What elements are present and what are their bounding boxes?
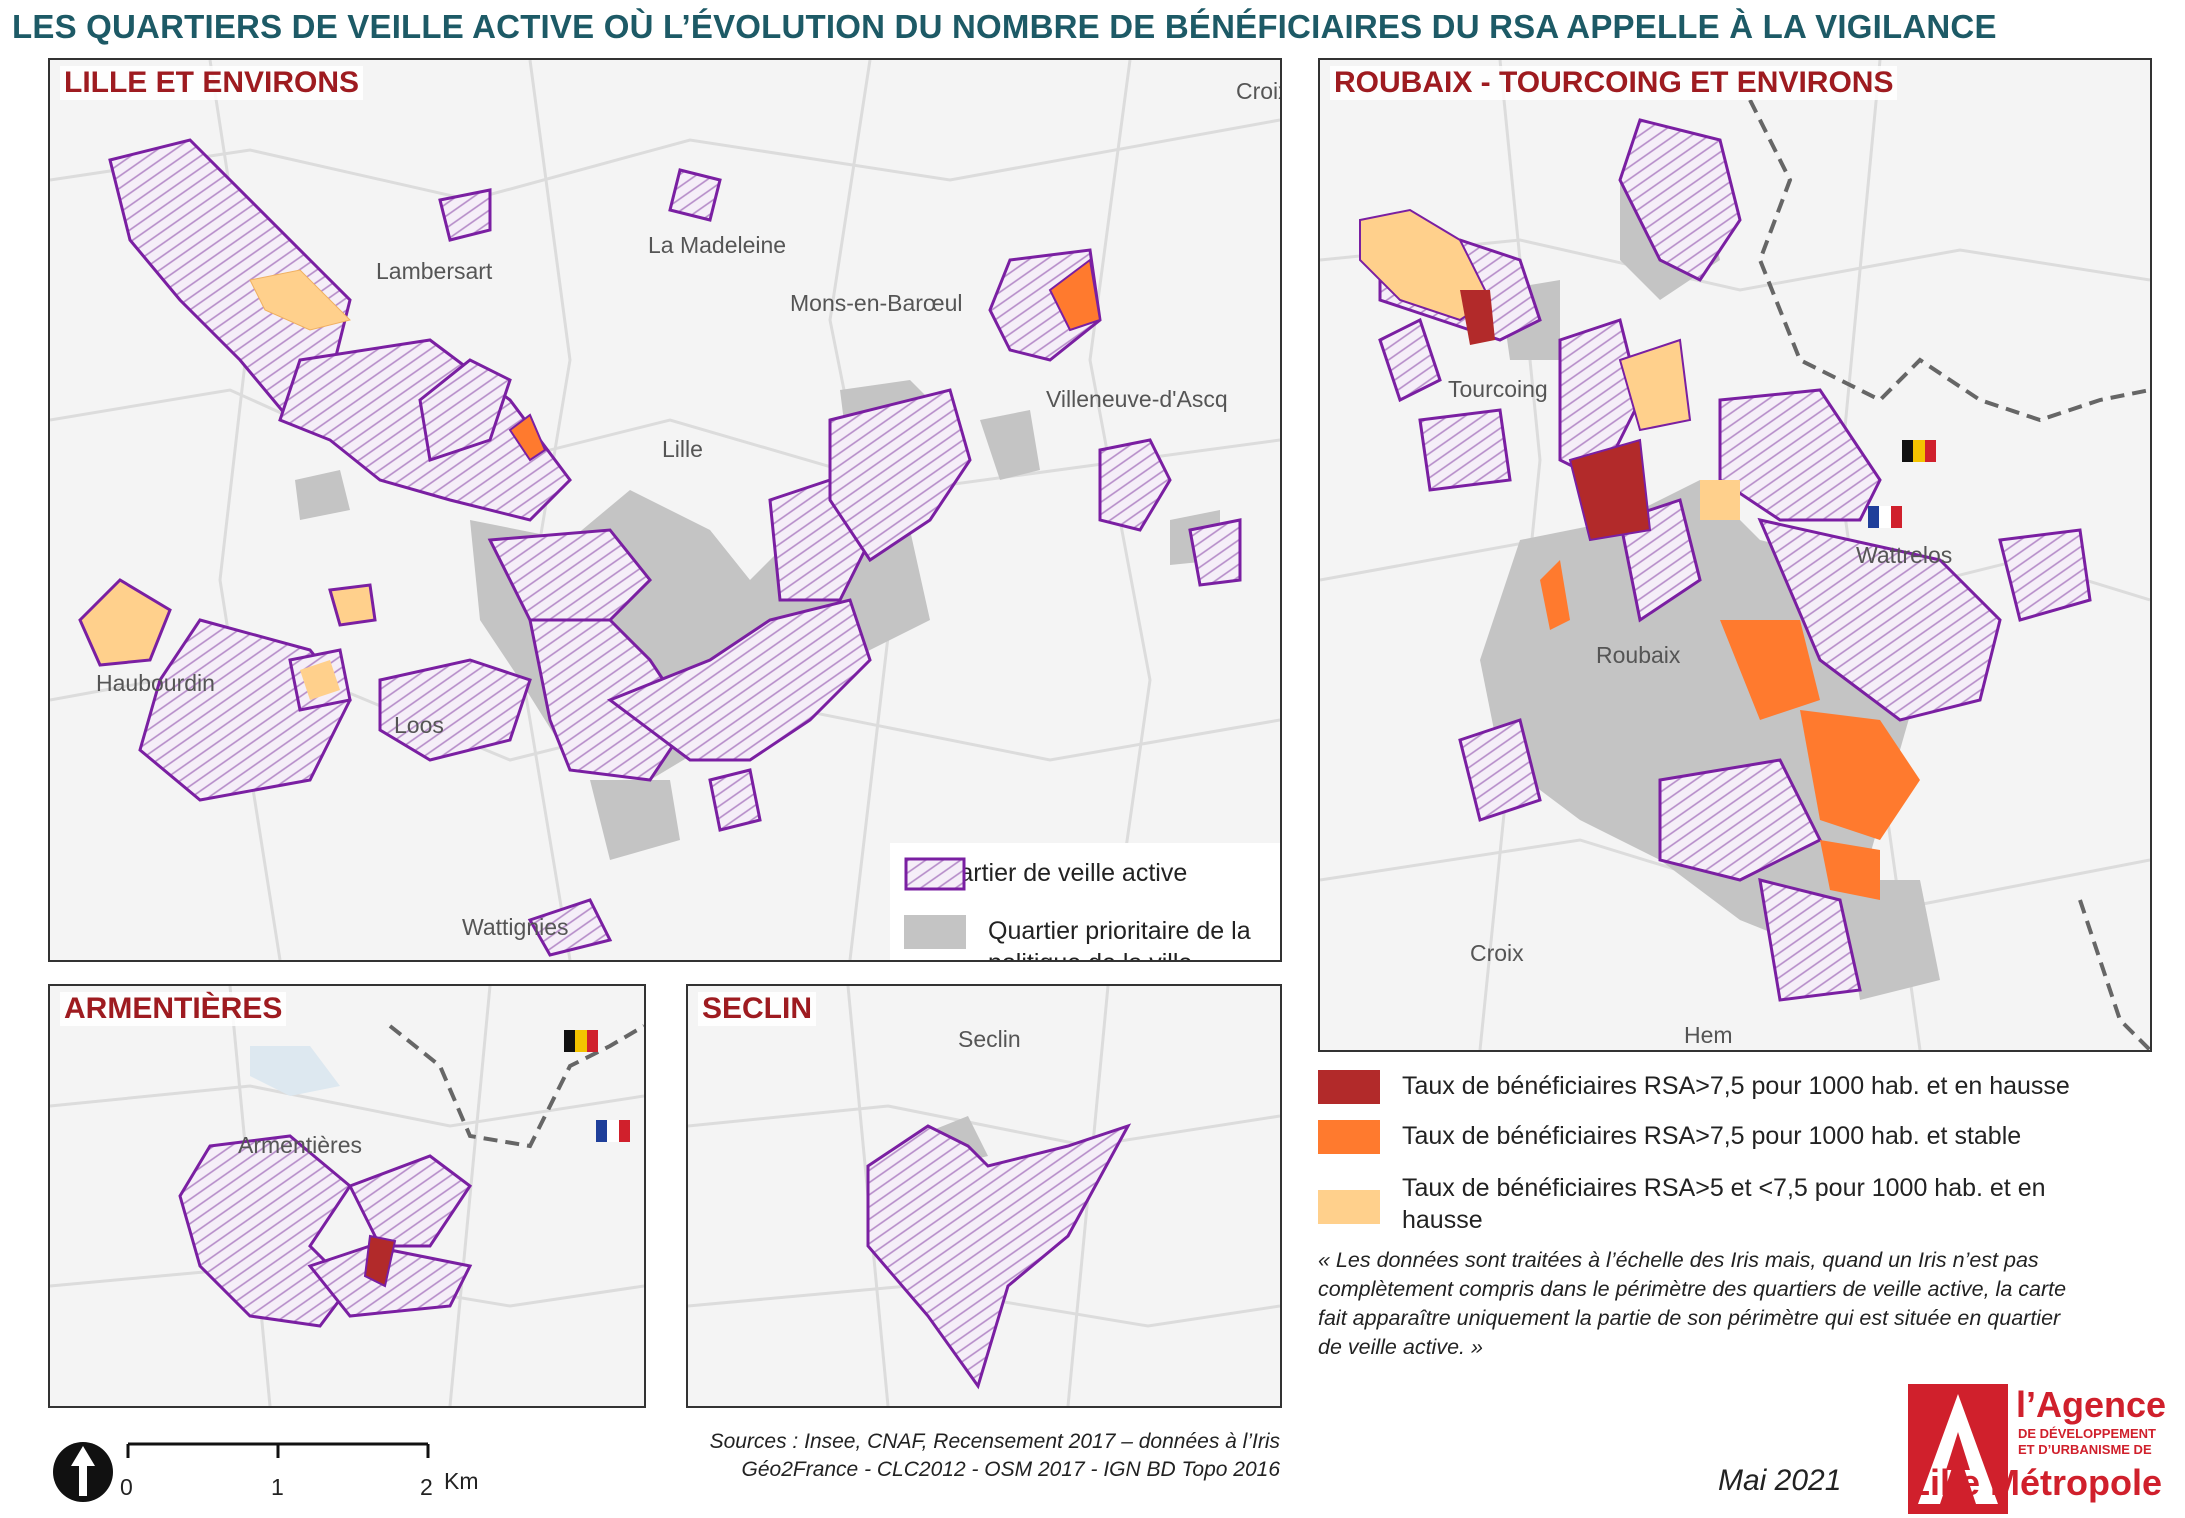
sources: Sources : Insee, CNAF, Recensement 2017 … [560, 1428, 1280, 1484]
methodology-note: « Les données sont traitées à l’échelle … [1318, 1248, 2067, 1359]
legend-item-veille: Quartier de veille active [904, 857, 1188, 891]
place-label: Armentières [238, 1132, 362, 1158]
place-label: Villeneuve-d'Ascq [1046, 386, 1228, 412]
belgian-flag-icon [564, 1030, 598, 1052]
map-armentieres [50, 986, 644, 1406]
scale-tick-2: 2 [420, 1474, 433, 1500]
panel-title-armentieres: ARMENTIÈRES [60, 992, 287, 1026]
logo-line-4: Lille Métropole [1908, 1462, 2163, 1503]
legend-label: Taux de bénéficiaires RSA>5 et <7,5 pour… [1402, 1174, 2046, 1234]
sources-line-1: Sources : Insee, CNAF, Recensement 2017 … [709, 1430, 1280, 1453]
agency-logo-icon [1908, 1384, 2008, 1514]
legend-label: Quartier de veille active [926, 859, 1188, 887]
rsa-area [363, 1234, 397, 1288]
place-label: Croix [1470, 940, 1524, 966]
sources-line-2: Géo2France - CLC2012 - OSM 2017 - IGN BD… [741, 1458, 1281, 1481]
belgian-flag-icon [1902, 440, 1936, 462]
legend-swatch [1318, 1070, 1380, 1104]
place-label: Mons-en-Barœul [790, 290, 963, 316]
map-seclin [688, 986, 1280, 1406]
map-roubaix [1320, 60, 2150, 1050]
legend-label: Taux de bénéficiaires RSA>7,5 pour 1000 … [1402, 1122, 2022, 1150]
veille-areas [108, 138, 1242, 957]
border-line [1748, 99, 2150, 423]
veille-areas [1378, 118, 2092, 1002]
place-label: Wattignies [462, 914, 569, 940]
place-label: Wattrelos [1856, 542, 1953, 568]
legend-item-rsa-hausse-75: Taux de bénéficiaires RSA>7,5 pour 1000 … [1318, 1070, 2070, 1104]
panel-title-lille: LILLE ET ENVIRONS [60, 66, 364, 100]
veille-areas [178, 1134, 473, 1328]
logo-line-2: DE DÉVELOPPEMENT [2018, 1426, 2156, 1441]
panel-roubaix: ROUBAIX - TOURCOING ET ENVIRONS Tourcoin… [1318, 58, 2152, 1052]
place-label: Tourcoing [1448, 376, 1548, 402]
logo-line-1: l’Agence [2016, 1384, 2167, 1425]
panel-armentieres: ARMENTIÈRES Armentières [48, 984, 646, 1408]
french-flag-icon [1868, 506, 1902, 528]
scale-tick-0: 0 [120, 1474, 133, 1500]
scale-unit: Km [444, 1468, 479, 1494]
legend-item-rsa-hausse-5: Taux de bénéficiaires RSA>5 et <7,5 pour… [1318, 1172, 2122, 1236]
place-label: Roubaix [1596, 642, 1681, 668]
scale-tick-1: 1 [271, 1474, 284, 1500]
legend-swatch-hatch [904, 857, 966, 891]
rsa-areas [78, 258, 1102, 700]
scale-bar [53, 1442, 430, 1502]
panel-seclin: SECLIN Seclin [686, 984, 1282, 1408]
legend-label: Quartier prioritaire de la politique de … [988, 917, 1251, 960]
panel-title-roubaix: ROUBAIX - TOURCOING ET ENVIRONS [1330, 66, 1898, 100]
logo-line-3: ET D’URBANISME DE [2018, 1442, 2152, 1457]
panel-title-seclin: SECLIN [698, 992, 817, 1026]
place-label: Lambersart [376, 258, 493, 284]
border-line [388, 1024, 644, 1149]
legend-item-rsa-stable-75: Taux de bénéficiaires RSA>7,5 pour 1000 … [1318, 1120, 2021, 1154]
legend-swatch-grey [904, 915, 966, 949]
place-label: La Madeleine [648, 232, 787, 258]
veille-area [866, 1123, 1132, 1390]
place-label: Loos [394, 712, 444, 738]
legend-label: Taux de bénéficiaires RSA>7,5 pour 1000 … [1402, 1072, 2070, 1100]
legend-swatch [1318, 1120, 1380, 1154]
french-flag-icon [596, 1120, 630, 1142]
place-label: Haubourdin [96, 670, 215, 696]
rsa-areas [1359, 208, 1920, 900]
map-title: LES QUARTIERS DE VEILLE ACTIVE OÙ L’ÉVOL… [12, 8, 1997, 45]
publication-date: Mai 2021 [1718, 1464, 1842, 1497]
legend-swatch [1318, 1190, 1380, 1224]
place-label: Croix [1236, 78, 1280, 104]
map-legend: Quartier de veille active Quartier prior… [890, 843, 1280, 960]
place-label: Lille [662, 436, 703, 462]
place-label: Hem [1684, 1022, 1733, 1048]
place-label: Seclin [958, 1026, 1021, 1052]
map-lille [50, 60, 1280, 960]
legend-item-prioritaire: Quartier prioritaire de la politique de … [904, 915, 1280, 960]
panel-lille: LILLE ET ENVIRONS Lambersart La Madelein… [48, 58, 1282, 962]
